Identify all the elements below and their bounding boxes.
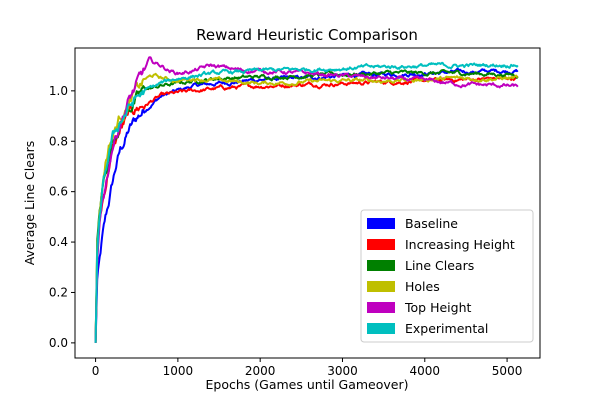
series-line-top-height bbox=[94, 56, 519, 343]
y-tick-label: 0.4 bbox=[49, 235, 68, 249]
legend-swatch bbox=[367, 239, 395, 250]
y-axis-ticks: 0.0 0.2 0.4 0.6 0.8 1.0 bbox=[49, 84, 75, 350]
legend-label: Holes bbox=[405, 279, 440, 294]
legend-swatch bbox=[367, 260, 395, 271]
x-tick-label: 3000 bbox=[327, 364, 358, 378]
x-tick-label: 0 bbox=[92, 364, 100, 378]
legend-box bbox=[360, 209, 534, 343]
series-line-holes bbox=[94, 72, 519, 343]
y-tick-label: 1.0 bbox=[49, 84, 68, 98]
series-layer bbox=[94, 56, 519, 343]
legend-label: Experimental bbox=[405, 321, 488, 336]
y-tick-label: 0.8 bbox=[49, 134, 68, 148]
legend-label: Line Clears bbox=[405, 258, 474, 273]
x-tick-label: 5000 bbox=[492, 364, 523, 378]
legend-label: Top Height bbox=[404, 300, 471, 315]
plot-area: 0 1000 2000 3000 4000 5000 0.0 0.2 0.4 0.6 0.8 1.0 bbox=[49, 47, 541, 378]
chart-title: Reward Heuristic Comparison bbox=[196, 26, 418, 44]
y-axis-label: Average Line Clears bbox=[22, 141, 37, 266]
legend-swatch bbox=[367, 302, 395, 313]
series-line-line-clears bbox=[94, 69, 519, 343]
y-tick-label: 0.2 bbox=[49, 285, 68, 299]
series-line-increasing-height bbox=[94, 75, 519, 343]
x-axis-label: Epochs (Games until Gameover) bbox=[206, 377, 409, 392]
x-tick-label: 4000 bbox=[410, 364, 441, 378]
legend-swatch bbox=[367, 323, 395, 334]
legend-swatch bbox=[367, 218, 395, 229]
x-tick-label: 1000 bbox=[163, 364, 194, 378]
y-tick-label: 0.6 bbox=[49, 185, 68, 199]
legend: Baseline Increasing Height Line Clears Hole… bbox=[360, 209, 534, 343]
legend-label: Baseline bbox=[405, 216, 458, 231]
legend-label: Increasing Height bbox=[405, 237, 515, 252]
series-line-experimental bbox=[94, 61, 519, 343]
legend-swatch bbox=[367, 281, 395, 292]
x-axis-ticks: 0 1000 2000 3000 4000 5000 bbox=[92, 358, 523, 378]
x-tick-label: 2000 bbox=[245, 364, 276, 378]
y-tick-label: 0.0 bbox=[49, 336, 68, 350]
